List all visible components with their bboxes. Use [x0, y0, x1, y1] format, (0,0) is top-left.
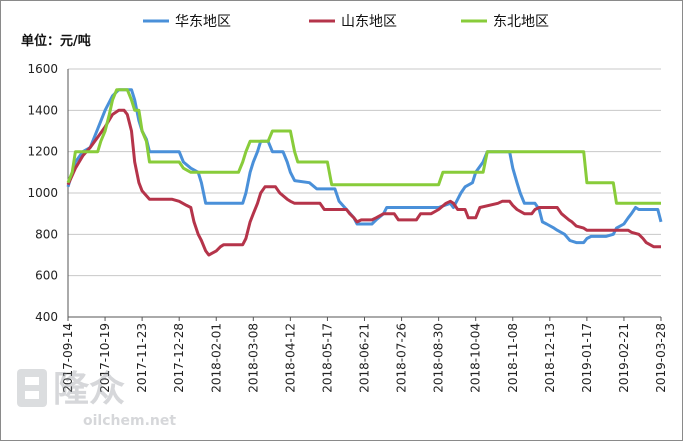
- x-tick-label: 2017-12-28: [172, 323, 186, 393]
- x-tick-label: 2018-08-30: [432, 323, 446, 393]
- x-tick-label: 2019-02-21: [617, 323, 631, 393]
- y-tick-label: 1400: [27, 103, 58, 117]
- x-tick-label: 2017-10-19: [98, 323, 112, 393]
- legend-label: 华东地区: [175, 14, 231, 30]
- legend-label: 东北地区: [493, 14, 549, 30]
- series-line-1: [66, 108, 661, 257]
- x-tick-label: 2018-11-08: [506, 323, 520, 393]
- y-tick-label: 600: [35, 269, 58, 283]
- watermark-logo-mark: [17, 369, 47, 407]
- unit-label: 单位：元/吨: [21, 33, 91, 49]
- x-tick-label: 2018-05-17: [320, 323, 334, 393]
- series-line-2: [66, 88, 661, 205]
- y-tick-label: 1600: [27, 62, 58, 76]
- x-axis-ticks: 2017-09-14 2017-10-19 2017-11-23 2017-12-28…: [61, 317, 668, 393]
- grid-lines: [68, 68, 661, 318]
- series-lines: [66, 88, 663, 257]
- x-tick-label: 2018-02-01: [209, 323, 223, 393]
- x-tick-label: 2019-01-17: [580, 323, 594, 393]
- x-tick-label: 2017-09-14: [61, 323, 75, 393]
- x-tick-label: 2018-06-21: [358, 323, 372, 393]
- x-tick-label: 2018-07-26: [395, 323, 409, 393]
- x-tick-label: 2017-11-23: [135, 323, 149, 393]
- y-tick-label: 1200: [27, 145, 58, 159]
- legend-label: 山东地区: [341, 14, 397, 30]
- watermark-url: oilchem.net: [83, 413, 176, 429]
- x-tick-label: 2018-03-08: [246, 323, 260, 393]
- watermark: 隆众 oilchem.net: [17, 369, 176, 429]
- x-tick-label: 2018-12-13: [543, 323, 557, 393]
- x-tick-label: 2018-04-12: [283, 323, 297, 393]
- watermark-brand: 隆众: [53, 369, 125, 410]
- y-tick-label: 800: [35, 227, 58, 241]
- y-axis-ticks: 400 600 800 1000 1200 1400 1600: [27, 62, 58, 324]
- legend: 华东地区 山东地区 东北地区: [143, 14, 549, 30]
- x-tick-label: 2018-10-04: [469, 323, 483, 393]
- y-tick-label: 400: [35, 310, 58, 324]
- x-tick-label: 2019-03-28: [654, 323, 668, 393]
- y-tick-label: 1000: [27, 186, 58, 200]
